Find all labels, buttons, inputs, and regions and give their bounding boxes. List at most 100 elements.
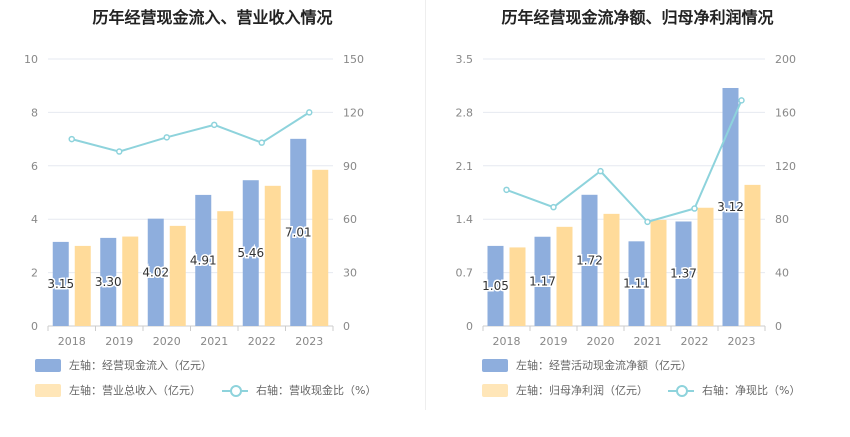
x-tick-label: 2019 bbox=[105, 335, 133, 348]
legend-item[interactable]: 右轴：营收现金比（%） bbox=[222, 382, 376, 398]
bar-value-label: 4.02 bbox=[142, 265, 169, 279]
x-tick-label: 2019 bbox=[540, 335, 568, 348]
bar bbox=[217, 211, 234, 326]
bar bbox=[122, 236, 139, 326]
y-tick-label-left: 0 bbox=[466, 320, 473, 333]
legend-item[interactable]: 左轴：经营现金流入（亿元） bbox=[35, 357, 212, 373]
line-point bbox=[503, 186, 510, 194]
legend-label: 右轴：净现比（%） bbox=[702, 384, 801, 397]
chart-panel-cash-inflow: 历年经营现金流入、营业收入情况 0 2 4 6 8 10 0 30 60 90 120 150 2018… bbox=[24, 8, 376, 398]
y-tick-label-right: 60 bbox=[343, 213, 357, 226]
line-point bbox=[163, 134, 170, 141]
bar bbox=[242, 180, 259, 326]
bar bbox=[74, 245, 91, 326]
bar bbox=[650, 219, 667, 326]
bar bbox=[603, 213, 620, 326]
y-tick-label-right: 0 bbox=[775, 320, 782, 333]
bar bbox=[487, 245, 504, 326]
y-tick-label-right: 120 bbox=[343, 106, 364, 119]
bar bbox=[147, 218, 164, 326]
bar bbox=[534, 236, 551, 326]
y-tick-label-left: 0 bbox=[31, 320, 38, 333]
chart-title: 历年经营现金流入、营业收入情况 bbox=[92, 8, 333, 27]
legend-item[interactable]: 右轴：净现比（%） bbox=[668, 382, 800, 398]
chart-plot-area: 0 2 4 6 8 10 0 30 60 90 120 150 2018 2019 2020 2021 2022… bbox=[24, 53, 364, 348]
y-tick-label-right: 30 bbox=[343, 267, 357, 280]
y-tick-label-left: 3.5 bbox=[456, 53, 474, 66]
line-point bbox=[644, 218, 651, 226]
legend-label: 左轴：经营现金流入（亿元） bbox=[69, 359, 212, 372]
y-tick-label-left: 6 bbox=[31, 160, 38, 173]
line-point bbox=[550, 203, 557, 211]
legend-item[interactable]: 左轴：经营活动现金流净额（亿元） bbox=[482, 357, 692, 373]
legend-item[interactable]: 左轴：归母净利润（亿元） bbox=[482, 382, 648, 398]
bar-value-label: 1.11 bbox=[623, 277, 650, 291]
y-tick-label-left: 1.4 bbox=[456, 213, 474, 226]
chart-title: 历年经营现金流净额、归母净利润情况 bbox=[501, 8, 774, 27]
bar bbox=[264, 185, 281, 326]
x-tick-label: 2020 bbox=[153, 335, 181, 348]
panel-divider bbox=[425, 0, 426, 410]
bar bbox=[697, 207, 714, 326]
y-tick-label-right: 160 bbox=[775, 106, 796, 119]
legend-label: 左轴：营业总收入（亿元） bbox=[69, 384, 201, 397]
y-tick-label-right: 80 bbox=[775, 213, 789, 226]
bar bbox=[100, 237, 117, 326]
legend-label: 右轴：营收现金比（%） bbox=[256, 384, 377, 397]
y-tick-label-left: 8 bbox=[31, 106, 38, 119]
legend-item[interactable]: 左轴：营业总收入（亿元） bbox=[35, 382, 201, 398]
bar bbox=[195, 194, 212, 326]
bar-value-label: 1.17 bbox=[529, 274, 556, 288]
x-tick-label: 2018 bbox=[58, 335, 86, 348]
series-line bbox=[506, 99, 743, 223]
bar bbox=[628, 241, 645, 326]
x-tick-label: 2023 bbox=[295, 335, 323, 348]
y-tick-label-right: 200 bbox=[775, 53, 796, 66]
x-tick-label: 2022 bbox=[681, 335, 709, 348]
line-point bbox=[68, 135, 75, 143]
y-tick-label-left: 2 bbox=[31, 267, 38, 280]
bar-value-label: 3.12 bbox=[717, 200, 744, 214]
y-tick-label-right: 0 bbox=[343, 320, 350, 333]
y-tick-label-right: 120 bbox=[775, 160, 796, 173]
x-tick-label: 2022 bbox=[248, 335, 276, 348]
line-point bbox=[306, 109, 313, 116]
bar bbox=[169, 225, 186, 326]
bar-value-label: 1.05 bbox=[482, 279, 509, 293]
bar-value-label: 7.01 bbox=[285, 225, 312, 239]
bar-value-label: 5.46 bbox=[237, 246, 264, 260]
legend-swatch-line bbox=[668, 384, 694, 397]
y-tick-label-left: 10 bbox=[24, 53, 38, 66]
bar-value-label: 1.72 bbox=[576, 253, 603, 267]
bar-value-label: 3.15 bbox=[47, 277, 74, 291]
legend-swatch-bar bbox=[35, 358, 61, 372]
y-tick-label-left: 2.1 bbox=[456, 160, 474, 173]
y-tick-label-right: 150 bbox=[343, 53, 364, 66]
line-point bbox=[597, 167, 604, 175]
line-point bbox=[738, 97, 745, 104]
line-point bbox=[258, 139, 265, 146]
bar bbox=[290, 138, 307, 326]
y-tick-label-left: 0.7 bbox=[456, 267, 474, 280]
y-tick-label-right: 40 bbox=[775, 267, 789, 280]
bar bbox=[52, 241, 69, 326]
bar bbox=[744, 184, 761, 326]
line-point bbox=[116, 148, 123, 155]
line-point bbox=[691, 205, 698, 212]
x-tick-label: 2021 bbox=[634, 335, 662, 348]
chart-plot-area: 0 0.7 1.4 2.1 2.8 3.5 0 40 80 120 160 200 2018 2019 20… bbox=[456, 53, 797, 348]
bar bbox=[581, 194, 598, 326]
legend-swatch-bar bbox=[482, 358, 508, 372]
legend-swatch-line bbox=[222, 384, 248, 397]
y-tick-label-left: 2.8 bbox=[456, 106, 474, 119]
bar bbox=[312, 169, 329, 326]
x-tick-label: 2021 bbox=[200, 335, 228, 348]
x-tick-label: 2018 bbox=[493, 335, 521, 348]
bar-value-label: 4.91 bbox=[190, 253, 217, 267]
legend-label: 左轴：经营活动现金流净额（亿元） bbox=[516, 359, 692, 372]
bar-value-label: 3.30 bbox=[95, 275, 122, 289]
bar bbox=[556, 226, 573, 326]
y-tick-label-left: 4 bbox=[31, 213, 38, 226]
y-tick-label-right: 90 bbox=[343, 160, 357, 173]
bar bbox=[675, 221, 692, 326]
